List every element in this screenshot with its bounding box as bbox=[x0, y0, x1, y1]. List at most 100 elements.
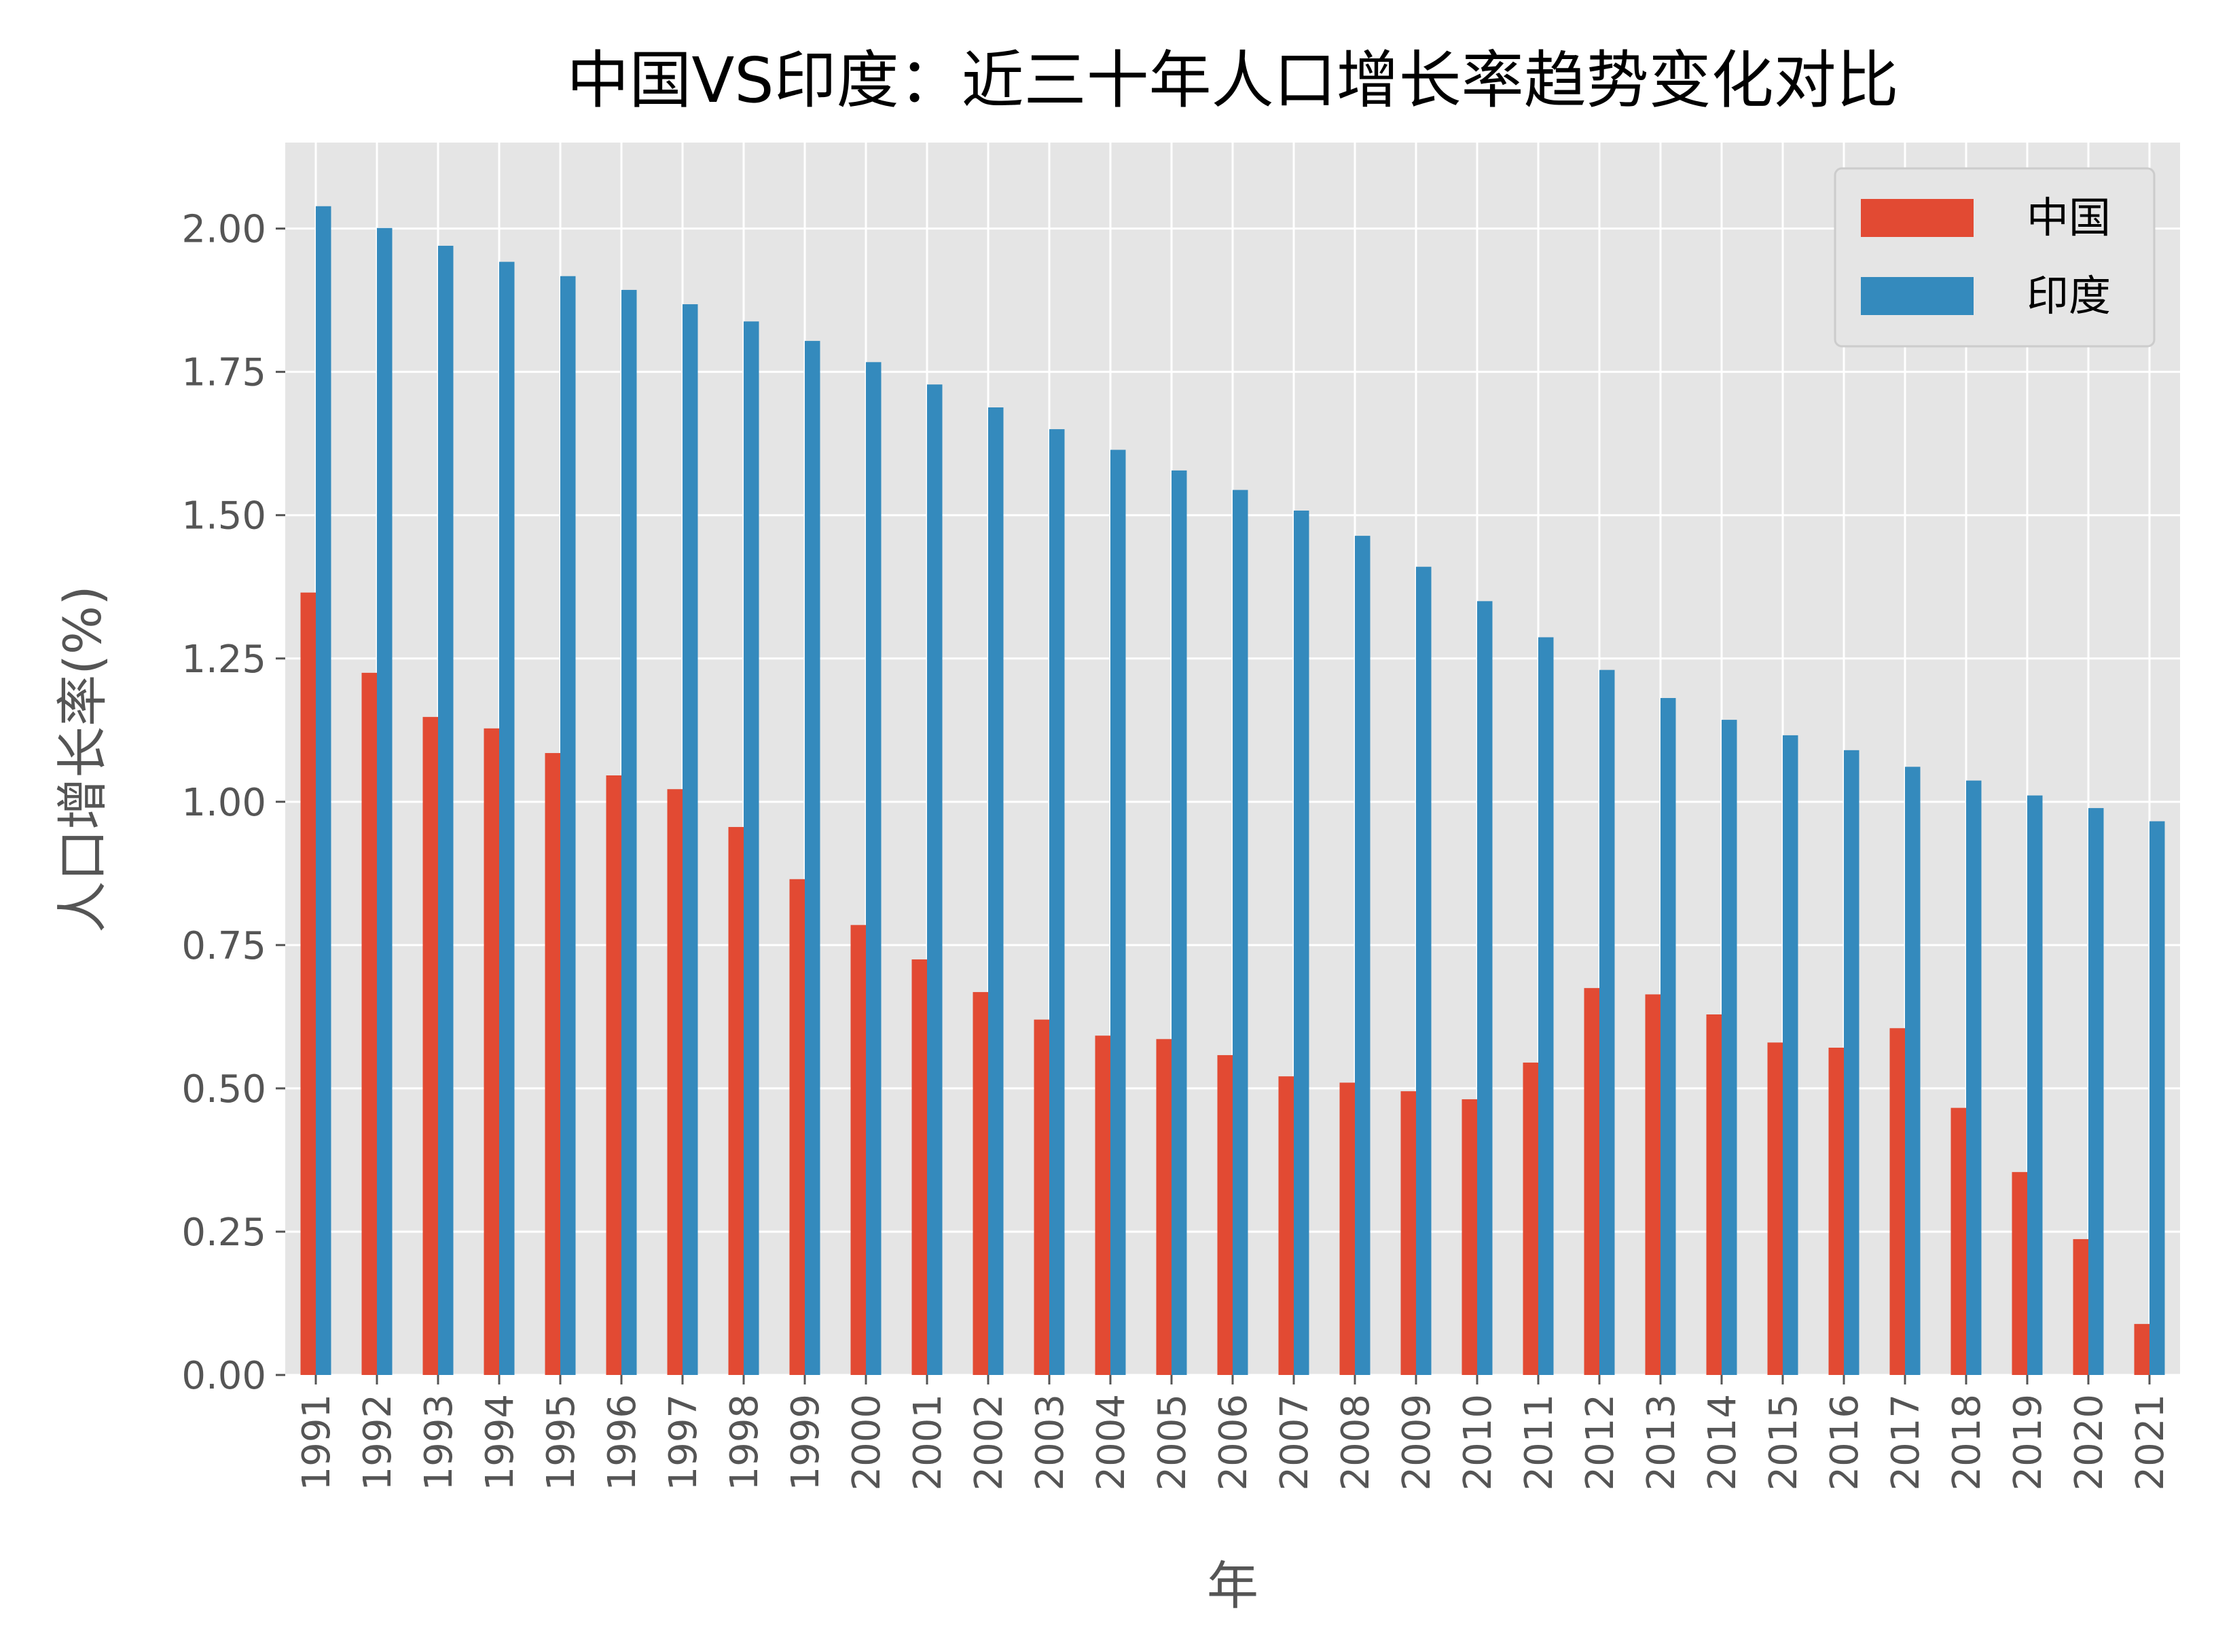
bar-china-1991 bbox=[300, 592, 316, 1375]
bar-india-2014 bbox=[1722, 720, 1737, 1375]
bar-india-2001 bbox=[927, 384, 943, 1375]
bar-china-2011 bbox=[1523, 1062, 1538, 1375]
y-tick-label: 1.25 bbox=[181, 638, 266, 682]
x-tick-label: 2008 bbox=[1334, 1394, 1378, 1491]
bar-india-1998 bbox=[744, 321, 759, 1376]
bar-china-2013 bbox=[1645, 994, 1660, 1375]
bar-india-2021 bbox=[2149, 821, 2165, 1375]
x-tick-label: 1996 bbox=[600, 1394, 645, 1491]
axes: 0.00 0.25 0.50 0.75 1.00 1.25 1.50 1.75 2.00 1991… bbox=[181, 208, 2173, 1491]
bar-india-2004 bbox=[1110, 449, 1126, 1376]
bar-india-1992 bbox=[377, 227, 393, 1376]
bar-china-2021 bbox=[2134, 1323, 2149, 1375]
x-tick-label: 2017 bbox=[1884, 1394, 1928, 1491]
y-axis-label: 人口增长率(%) bbox=[52, 585, 113, 933]
bar-india-2002 bbox=[988, 407, 1004, 1376]
x-tick-label: 2014 bbox=[1701, 1394, 1745, 1491]
bar-china-1999 bbox=[789, 879, 805, 1375]
bar-china-2016 bbox=[1828, 1047, 1844, 1375]
bar-china-1996 bbox=[606, 775, 621, 1375]
bar-india-2013 bbox=[1660, 698, 1676, 1375]
x-tick-label: 1999 bbox=[784, 1394, 828, 1491]
x-tick-label: 2002 bbox=[967, 1394, 1011, 1491]
x-tick-label: 2009 bbox=[1395, 1394, 1439, 1491]
x-tick-label: 2010 bbox=[1456, 1394, 1500, 1491]
bar-india-1997 bbox=[683, 304, 698, 1376]
bar-india-2005 bbox=[1172, 470, 1187, 1375]
bar-india-2020 bbox=[2088, 808, 2104, 1375]
x-tick-label: 2015 bbox=[1762, 1394, 1806, 1491]
bar-china-2003 bbox=[1034, 1019, 1049, 1375]
bar-india-2009 bbox=[1416, 566, 1432, 1375]
bar-india-2006 bbox=[1233, 490, 1248, 1376]
bar-china-2000 bbox=[850, 925, 866, 1375]
x-tick-label: 1991 bbox=[295, 1394, 339, 1491]
bar-china-2018 bbox=[1950, 1107, 1966, 1375]
bar-india-1991 bbox=[316, 206, 331, 1376]
bar-india-2019 bbox=[2027, 795, 2043, 1375]
y-tick-label: 2.00 bbox=[181, 208, 266, 252]
bar-india-2015 bbox=[1783, 735, 1798, 1375]
bar-china-2017 bbox=[1889, 1028, 1905, 1375]
y-tick-label: 0.00 bbox=[181, 1354, 266, 1398]
bar-china-2008 bbox=[1339, 1082, 1355, 1375]
x-tick-label: 2021 bbox=[2128, 1394, 2173, 1491]
legend: 中国 印度 bbox=[1834, 167, 2156, 348]
bar-india-1999 bbox=[805, 341, 820, 1375]
legend-swatch-india bbox=[1861, 277, 1974, 315]
bar-india-2010 bbox=[1477, 601, 1493, 1375]
x-tick-label: 2004 bbox=[1089, 1394, 1133, 1491]
legend-label-india: 印度 bbox=[2027, 271, 2111, 320]
y-tick-label: 0.50 bbox=[181, 1067, 266, 1112]
x-tick-label: 1995 bbox=[539, 1394, 583, 1491]
bar-china-2015 bbox=[1767, 1042, 1783, 1375]
chart-title: 中国VS印度：近三十年人口增长率趋势变化对比 bbox=[566, 44, 1898, 117]
bar-china-2007 bbox=[1278, 1076, 1294, 1375]
bar-china-2012 bbox=[1584, 988, 1599, 1375]
bar-china-1995 bbox=[545, 753, 560, 1375]
bar-china-2006 bbox=[1217, 1054, 1233, 1375]
x-tick-label: 2005 bbox=[1150, 1394, 1195, 1491]
x-tick-label: 2013 bbox=[1639, 1394, 1684, 1491]
bar-china-2009 bbox=[1400, 1091, 1416, 1375]
bar-india-1993 bbox=[438, 245, 454, 1375]
bar-india-1995 bbox=[560, 276, 576, 1376]
x-tick-label: 2020 bbox=[2067, 1394, 2111, 1491]
x-tick-label: 1994 bbox=[478, 1394, 522, 1491]
bar-india-1996 bbox=[621, 289, 637, 1375]
bar-china-1993 bbox=[422, 716, 438, 1375]
y-tick-label: 1.50 bbox=[181, 494, 266, 538]
bar-china-2001 bbox=[911, 959, 927, 1375]
x-axis-label: 年 bbox=[1207, 1556, 1258, 1616]
bar-china-2002 bbox=[973, 992, 988, 1375]
x-tick-label: 2006 bbox=[1212, 1394, 1256, 1491]
bar-india-2000 bbox=[866, 362, 882, 1375]
x-tick-label: 1992 bbox=[356, 1394, 400, 1491]
bar-china-2020 bbox=[2073, 1238, 2088, 1375]
x-tick-label: 2019 bbox=[2006, 1394, 2050, 1491]
bar-china-2004 bbox=[1095, 1035, 1110, 1375]
x-tick-label: 2000 bbox=[845, 1394, 889, 1491]
y-tick-label: 0.25 bbox=[181, 1211, 266, 1255]
bar-china-1998 bbox=[728, 826, 744, 1375]
bar-india-2008 bbox=[1355, 536, 1371, 1376]
bar-china-2019 bbox=[2012, 1172, 2027, 1375]
x-tick-label: 2007 bbox=[1273, 1394, 1317, 1491]
bar-india-2016 bbox=[1844, 750, 1859, 1375]
x-tick-label: 2016 bbox=[1823, 1394, 1867, 1491]
x-tick-label: 2018 bbox=[1945, 1394, 1989, 1491]
bar-china-1994 bbox=[484, 728, 499, 1375]
bar-india-2007 bbox=[1294, 510, 1309, 1375]
bar-india-2003 bbox=[1049, 429, 1065, 1375]
x-tick-label: 1998 bbox=[723, 1394, 767, 1491]
x-tick-label: 2011 bbox=[1517, 1394, 1561, 1491]
bar-india-2011 bbox=[1538, 637, 1554, 1376]
bar-india-2017 bbox=[1905, 767, 1921, 1375]
y-tick-label: 0.75 bbox=[181, 924, 266, 968]
bars bbox=[300, 206, 2165, 1376]
bar-china-2005 bbox=[1156, 1039, 1172, 1375]
bar-china-2014 bbox=[1706, 1014, 1722, 1375]
x-tick-label: 2001 bbox=[906, 1394, 950, 1491]
